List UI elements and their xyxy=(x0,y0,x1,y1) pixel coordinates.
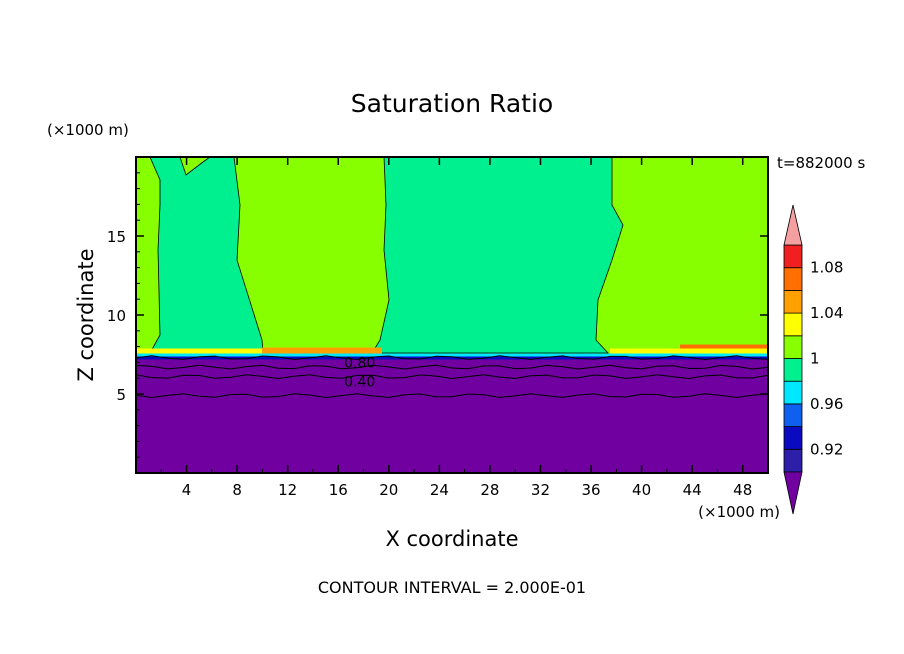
x-tick-label: 16 xyxy=(329,481,348,499)
colorbar-label: 1 xyxy=(810,350,820,368)
y-tick-label: 15 xyxy=(107,228,126,246)
colorbar-label: 0.92 xyxy=(810,440,843,458)
colorbar-segment xyxy=(783,380,803,405)
colorbar-bottom-arrow xyxy=(783,471,803,515)
contour-label: 0.80 xyxy=(344,355,375,371)
x-unit-label: (×1000 m) xyxy=(698,503,780,521)
x-tick-label: 8 xyxy=(232,481,242,499)
colorbar: 0.92 0.96 1 1.04 1.08 xyxy=(783,204,843,515)
x-axis-label: X coordinate xyxy=(385,527,518,551)
boundary-blue-line xyxy=(136,356,768,360)
boundary-strip-east-peak xyxy=(680,344,768,349)
boundary-strip-west xyxy=(136,348,266,355)
colorbar-segment xyxy=(783,358,803,382)
contour-interval-footer: CONTOUR INTERVAL = 2.000E-01 xyxy=(318,578,586,597)
colorbar-segment xyxy=(783,267,803,291)
x-tick-label: 44 xyxy=(683,481,702,499)
contour-label: 0.40 xyxy=(344,374,375,390)
contour-line-3 xyxy=(135,374,769,380)
boundary-strip-east xyxy=(610,348,768,355)
x-tick-label: 20 xyxy=(379,481,398,499)
chart-title: Saturation Ratio xyxy=(351,89,553,118)
contour-line-4 xyxy=(135,393,769,399)
colorbar-segment xyxy=(783,403,803,427)
boundary-strip-mid xyxy=(262,347,382,355)
x-tick-label: 48 xyxy=(733,481,752,499)
colorbar-segment xyxy=(783,244,803,269)
colorbar-segment xyxy=(783,426,803,450)
contour-line-2 xyxy=(135,364,769,370)
y-tick-label: 10 xyxy=(107,307,126,325)
colorbar-segment xyxy=(783,448,803,473)
y-axis-label: Z coordinate xyxy=(74,248,98,381)
colorbar-label: 1.04 xyxy=(810,304,843,322)
x-tick-label: 24 xyxy=(430,481,449,499)
colorbar-segment xyxy=(783,335,803,359)
x-tick-label: 36 xyxy=(581,481,600,499)
colorbar-top-arrow xyxy=(783,204,803,246)
x-tick-label: 32 xyxy=(531,481,550,499)
moist-band-1 xyxy=(149,156,264,354)
x-tick-label: 12 xyxy=(278,481,297,499)
boundary-cyan-line xyxy=(136,353,768,358)
y-unit-label: (×1000 m) xyxy=(47,121,129,139)
y-tick-label: 5 xyxy=(116,386,126,404)
x-tick-label: 28 xyxy=(480,481,499,499)
colorbar-label: 1.08 xyxy=(810,259,843,277)
time-label: t=882000 s xyxy=(777,154,865,172)
moist-band-2 xyxy=(371,156,624,354)
colorbar-label: 0.96 xyxy=(810,395,843,413)
colorbar-segment xyxy=(783,289,803,314)
x-tick-label: 40 xyxy=(632,481,651,499)
contour-line-1 xyxy=(135,355,769,361)
colorbar-segment xyxy=(783,312,803,337)
x-tick-label: 4 xyxy=(182,481,192,499)
